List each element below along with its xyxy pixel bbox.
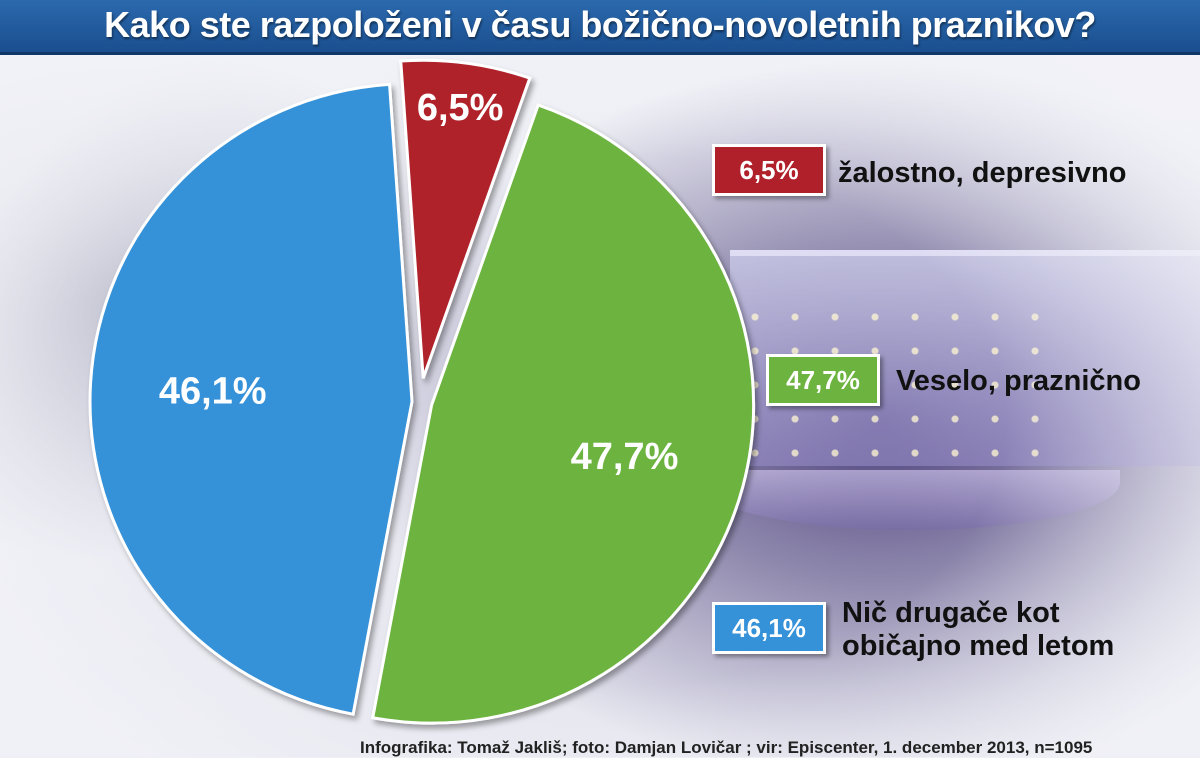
legend-label: žalostno, depresivno: [838, 157, 1127, 189]
pie-slice-sad-label: 6,5%: [417, 87, 504, 129]
legend-value-box: 46,1%: [712, 602, 826, 654]
legend-label-line: Nič drugače kot: [842, 597, 1060, 629]
pie-slice-usual-label: 46,1%: [159, 370, 267, 412]
source-credit: Infografika: Tomaž Jakliš; foto: Damjan …: [360, 738, 1093, 757]
pie-slice-sad: [399, 58, 532, 379]
chart-title: Kako ste razpoloženi v času božično-novo…: [104, 4, 1096, 45]
pie-slice-happy: [370, 103, 756, 725]
legend-label-line: običajno med letom: [842, 630, 1115, 662]
legend-label: Nič drugače kot običajno med letom: [842, 597, 1114, 663]
title-bar: Kako ste razpoloženi v času božično-novo…: [0, 0, 1200, 55]
legend-label: Veselo, praznično: [896, 365, 1141, 397]
legend-value-box: 6,5%: [712, 144, 826, 196]
legend-value-box: 47,7%: [766, 354, 880, 406]
pie-slice-happy-label: 47,7%: [571, 436, 679, 478]
pie-slice-usual: [88, 82, 414, 716]
